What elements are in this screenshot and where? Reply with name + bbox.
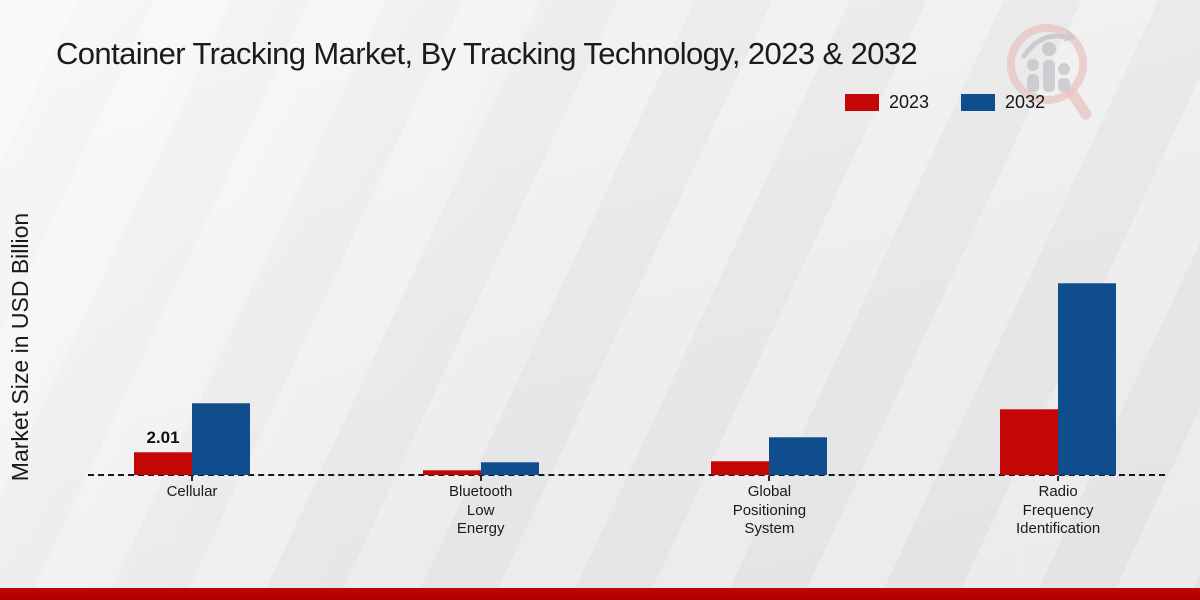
category-label-global: Global Positioning System: [732, 483, 807, 537]
bar-2032-cellular: [192, 402, 250, 475]
bar-2032-bluetooth: [480, 462, 539, 475]
bar-2023-global: [711, 461, 770, 475]
legend-label-2032: 2032: [1005, 92, 1046, 112]
x-axis-tick-cellular: [191, 476, 193, 481]
category-label-bluetooth: Bluetooth Low Energy: [448, 483, 513, 537]
legend-swatch-2023: [845, 94, 879, 111]
bar-2023-cellular: [134, 452, 192, 475]
magnifier-bar-chart-watermark-icon: [1007, 24, 1092, 120]
x-axis-tick-bluetooth: [479, 476, 482, 481]
category-label-radio: Radio Frequency Identification: [1015, 483, 1101, 537]
bar-2023-bluetooth: [422, 469, 481, 475]
legend-swatch-2032: [961, 94, 996, 111]
x-axis-baseline: [88, 474, 1165, 476]
legend-item-2023: 2023: [845, 92, 929, 113]
bottom-accent-bar: [0, 588, 1200, 600]
bar-2032-radio: [1058, 283, 1117, 475]
category-label-cellular: Cellular: [166, 483, 218, 500]
bar-2023-radio: [1000, 409, 1059, 475]
bar-2032-global: [769, 437, 828, 475]
chart-title: Container Tracking Market, By Tracking T…: [56, 36, 918, 71]
legend-item-2032: 2032: [961, 92, 1045, 113]
x-axis-tick-global: [768, 476, 771, 481]
bar-value-label-2023-cellular: 2.01: [146, 428, 180, 447]
legend-label-2023: 2023: [889, 92, 930, 112]
x-axis-tick-radio: [1057, 476, 1060, 481]
legend: 2023 2032: [845, 92, 1045, 113]
